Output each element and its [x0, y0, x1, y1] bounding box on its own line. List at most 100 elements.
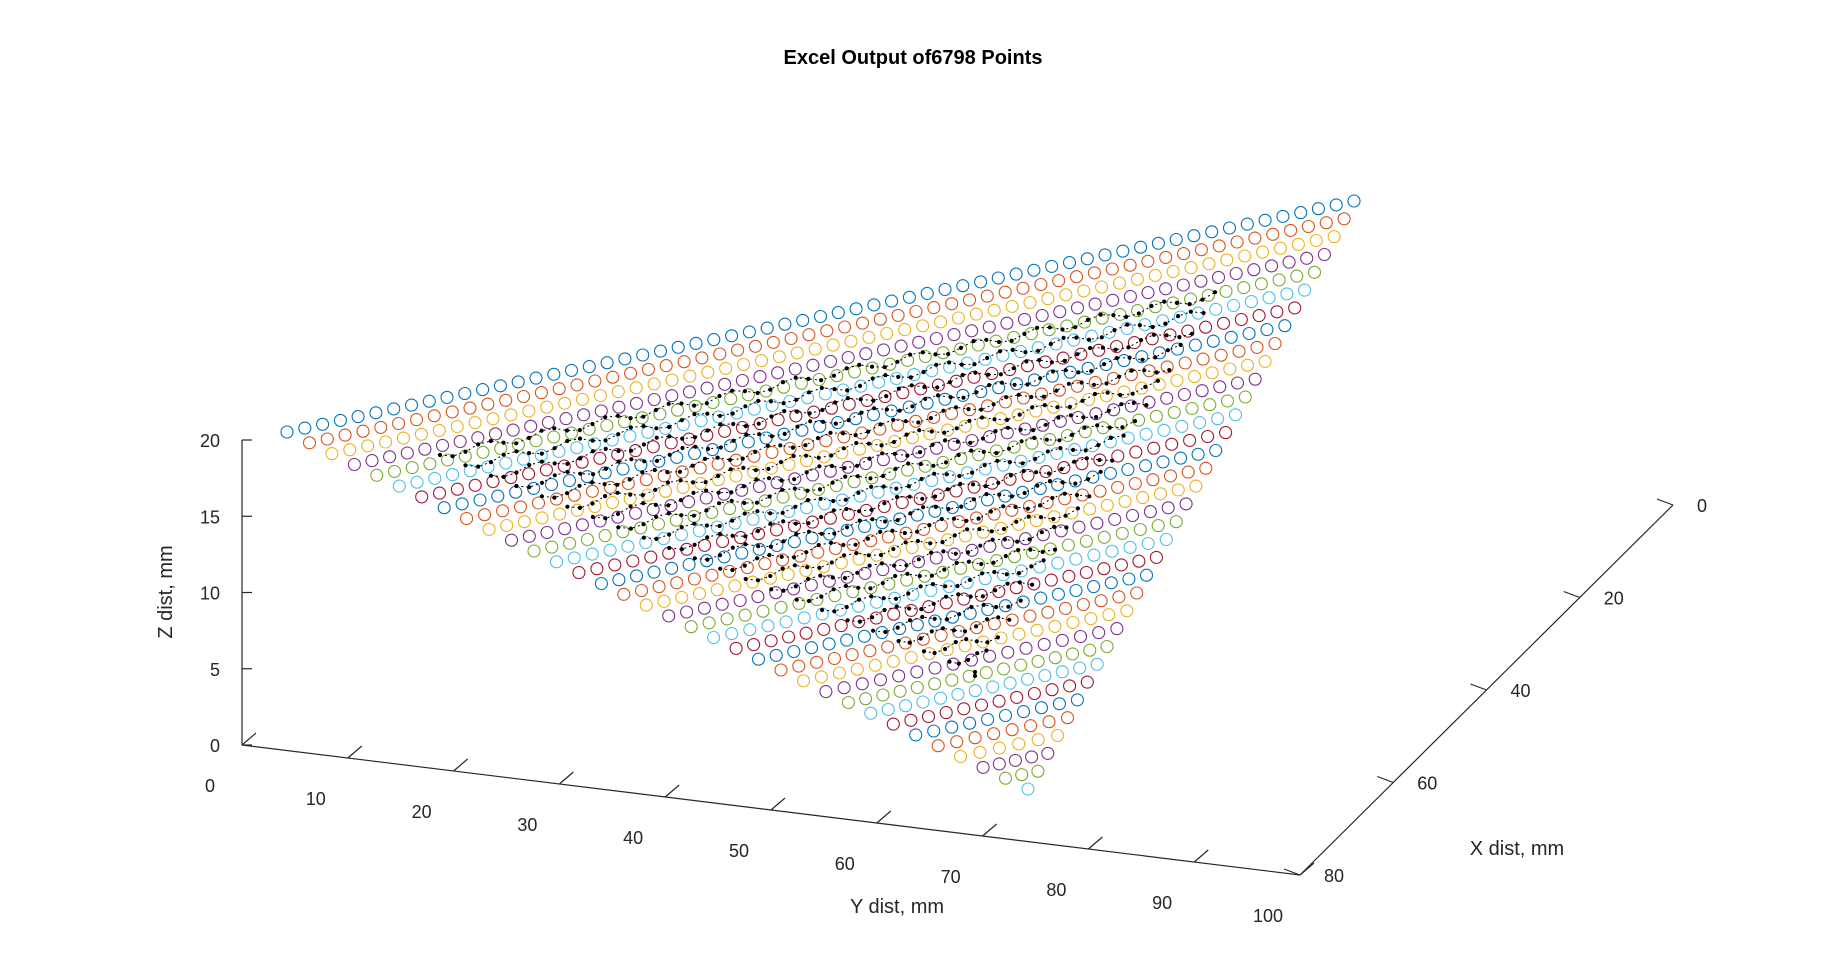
point-marker — [1047, 510, 1061, 524]
inner-dot — [906, 484, 912, 489]
point-marker — [1121, 462, 1135, 477]
point-marker — [705, 505, 719, 520]
inner-dot — [767, 552, 772, 558]
inner-dot — [883, 629, 888, 635]
point-marker — [1317, 247, 1331, 262]
inner-dot — [704, 488, 709, 493]
inner-dot — [781, 539, 786, 544]
point-marker — [1116, 244, 1130, 258]
point-marker — [822, 637, 836, 651]
point-marker — [1234, 312, 1248, 327]
point-marker — [849, 412, 863, 426]
point-marker — [486, 412, 500, 426]
point-marker — [455, 497, 469, 511]
point-marker — [954, 749, 968, 764]
point-marker — [973, 745, 987, 759]
point-marker — [972, 557, 986, 572]
point-marker — [1080, 675, 1094, 689]
point-marker — [1252, 309, 1266, 323]
inner-dot — [981, 602, 986, 607]
point-marker — [1063, 679, 1077, 693]
point-marker — [852, 442, 867, 456]
z-tick-label: 15 — [200, 507, 220, 527]
point-marker — [1130, 586, 1144, 600]
point-marker — [770, 476, 784, 490]
point-marker — [1098, 248, 1112, 262]
point-marker — [1087, 266, 1101, 280]
point-marker — [509, 485, 523, 499]
inner-dot — [907, 494, 912, 499]
inner-dot — [768, 387, 773, 392]
point-marker — [769, 586, 783, 600]
inner-dot — [653, 407, 659, 413]
point-marker — [972, 448, 986, 462]
point-marker — [713, 347, 727, 361]
inner-dot — [1021, 468, 1026, 474]
point-marker — [1135, 381, 1149, 395]
inner-dot — [1200, 297, 1205, 302]
inner-dot — [918, 636, 923, 641]
inner-dot — [882, 365, 887, 370]
z-tick-label: 0 — [210, 736, 220, 756]
inner-dot — [932, 494, 938, 499]
inner-dot — [1102, 362, 1107, 367]
point-marker — [831, 306, 845, 320]
point-marker — [432, 423, 446, 437]
inner-dot — [1027, 537, 1032, 542]
point-marker — [945, 500, 959, 515]
point-marker — [1090, 516, 1104, 530]
point-marker — [978, 352, 992, 366]
point-marker — [934, 628, 948, 642]
z-tick-label: 20 — [200, 431, 220, 451]
point-marker — [570, 441, 584, 455]
inner-dot — [804, 453, 809, 458]
inner-dot — [872, 406, 877, 411]
point-marker — [840, 570, 854, 584]
inner-dot — [629, 448, 634, 453]
point-marker — [634, 583, 649, 598]
point-marker — [700, 381, 714, 395]
point-marker — [676, 480, 690, 494]
point-marker — [725, 329, 739, 343]
inner-path-row — [643, 435, 1124, 540]
point-marker — [883, 357, 897, 371]
point-marker — [896, 386, 910, 400]
inner-dot — [979, 561, 984, 567]
inner-dot — [806, 598, 812, 604]
point-marker — [916, 695, 930, 709]
point-marker — [989, 444, 1003, 458]
point-marker — [820, 324, 834, 338]
point-marker — [534, 386, 548, 400]
point-marker — [992, 584, 1006, 599]
inner-dot — [907, 618, 913, 623]
point-marker — [1149, 550, 1163, 564]
inner-dot — [1088, 345, 1093, 351]
inner-dot — [953, 405, 959, 410]
point-marker — [1238, 249, 1252, 263]
inner-dot — [866, 553, 871, 558]
inner-dot — [842, 576, 848, 581]
point-marker — [1036, 528, 1050, 542]
point-marker — [968, 684, 982, 698]
point-marker — [506, 423, 520, 437]
inner-dot — [1162, 299, 1167, 304]
inner-path-row — [618, 420, 1136, 530]
point-marker — [629, 396, 644, 410]
point-marker — [841, 695, 855, 710]
inner-dot — [1002, 537, 1008, 542]
point-marker — [840, 523, 854, 537]
point-marker — [1057, 461, 1071, 475]
inner-dot — [642, 459, 647, 464]
inner-dot — [943, 438, 948, 443]
point-marker — [1023, 295, 1037, 310]
point-marker — [441, 453, 455, 467]
inner-dot — [1153, 355, 1158, 360]
inner-dot — [679, 418, 684, 423]
point-marker — [605, 433, 619, 447]
inner-dot — [1058, 446, 1063, 451]
point-marker — [998, 285, 1012, 299]
point-marker — [694, 414, 708, 428]
point-marker — [964, 653, 978, 667]
inner-dot — [984, 492, 989, 497]
inner-dot — [1063, 368, 1068, 373]
